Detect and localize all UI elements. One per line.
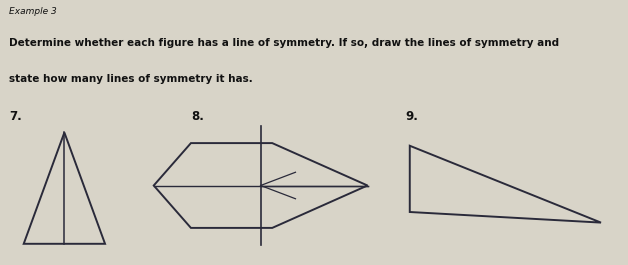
Text: 7.: 7.	[9, 110, 22, 123]
Text: Example 3: Example 3	[9, 7, 57, 16]
Text: state how many lines of symmetry it has.: state how many lines of symmetry it has.	[9, 74, 253, 84]
Text: 8.: 8.	[192, 110, 205, 123]
Text: Determine whether each figure has a line of symmetry. If so, draw the lines of s: Determine whether each figure has a line…	[9, 38, 560, 48]
Text: 9.: 9.	[405, 110, 418, 123]
